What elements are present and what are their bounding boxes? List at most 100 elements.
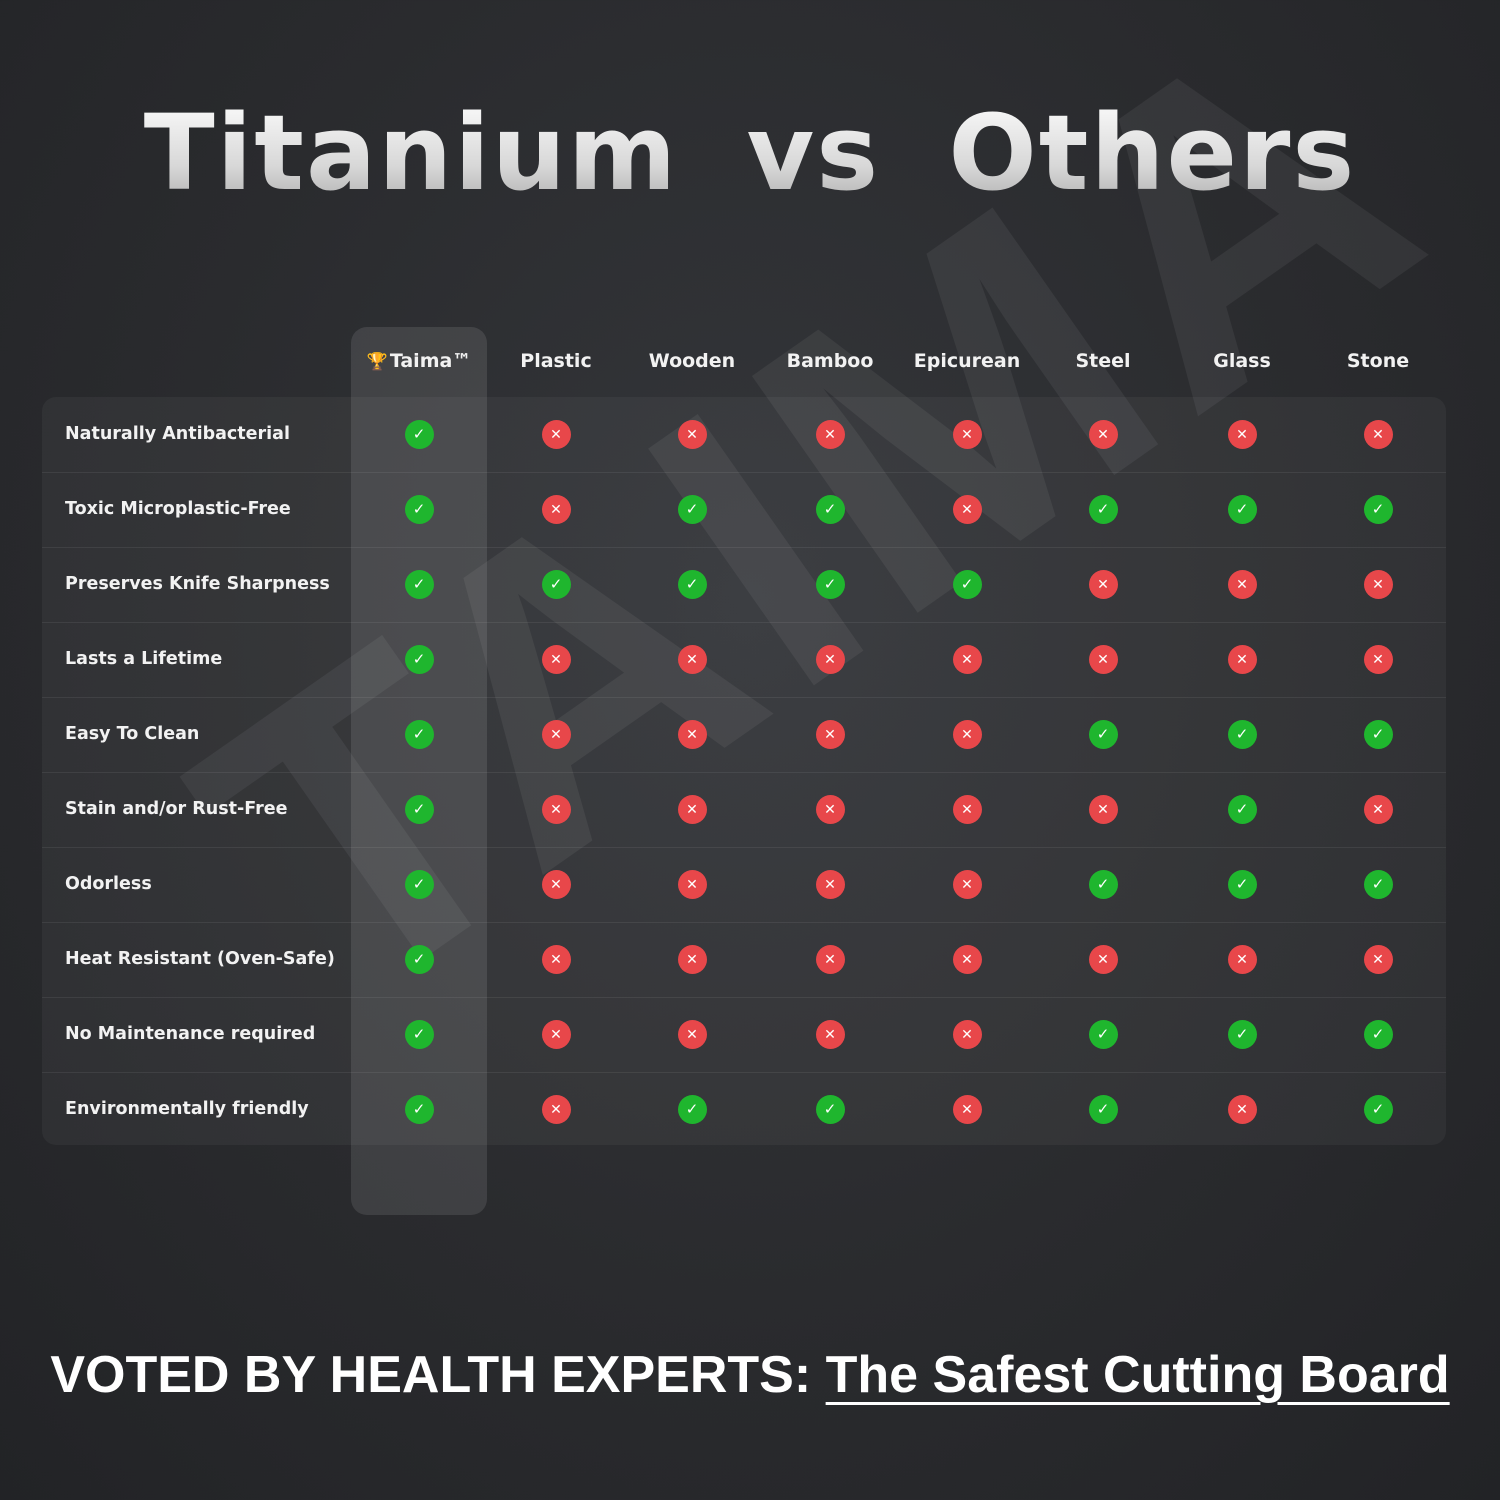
- x-circle-icon: ✕: [815, 645, 845, 674]
- column-header-label: Taima™: [389, 350, 472, 372]
- x-circle-icon: ✕: [815, 795, 845, 824]
- check-circle-icon: ✓: [404, 570, 434, 599]
- column-header-label: Bamboo: [786, 350, 874, 372]
- x-circle-icon: ✕: [1227, 945, 1257, 974]
- column-header: Epicurean: [887, 350, 1047, 372]
- check-circle-icon: ✓: [815, 570, 845, 599]
- column-header-label: Wooden: [648, 350, 736, 372]
- x-circle-icon: ✕: [952, 795, 982, 824]
- x-circle-icon: ✕: [541, 420, 571, 449]
- x-circle-icon: ✕: [952, 1020, 982, 1049]
- table-row: Naturally Antibacterial ✓ ✕ ✕ ✕ ✕ ✕ ✕ ✕: [42, 397, 1446, 472]
- x-circle-icon: ✕: [541, 795, 571, 824]
- check-circle-icon: ✓: [1088, 720, 1118, 749]
- check-circle-icon: ✓: [1227, 1020, 1257, 1049]
- check-circle-icon: ✓: [404, 720, 434, 749]
- row-divider: [42, 772, 1446, 773]
- column-header: Steel: [1023, 350, 1183, 372]
- row-label: Environmentally friendly: [65, 1099, 309, 1119]
- row-divider: [42, 472, 1446, 473]
- row-label: Odorless: [65, 874, 152, 894]
- x-circle-icon: ✕: [952, 420, 982, 449]
- check-circle-icon: ✓: [1227, 870, 1257, 899]
- row-label: Heat Resistant (Oven-Safe): [65, 949, 335, 969]
- table-row: Stain and/or Rust-Free ✓ ✕ ✕ ✕ ✕ ✕ ✓ ✕: [42, 772, 1446, 847]
- check-circle-icon: ✓: [1088, 870, 1118, 899]
- check-circle-icon: ✓: [815, 495, 845, 524]
- column-header-label: Steel: [1075, 350, 1131, 372]
- check-circle-icon: ✓: [1088, 1020, 1118, 1049]
- column-header-label: Plastic: [520, 350, 592, 372]
- check-circle-icon: ✓: [404, 420, 434, 449]
- x-circle-icon: ✕: [815, 420, 845, 449]
- x-circle-icon: ✕: [1088, 795, 1118, 824]
- column-header: 🏆 Taima™: [339, 350, 499, 372]
- x-circle-icon: ✕: [1363, 570, 1393, 599]
- check-circle-icon: ✓: [1088, 1095, 1118, 1124]
- check-circle-icon: ✓: [541, 570, 571, 599]
- check-circle-icon: ✓: [1363, 495, 1393, 524]
- x-circle-icon: ✕: [1088, 945, 1118, 974]
- row-divider: [42, 847, 1446, 848]
- check-circle-icon: ✓: [404, 945, 434, 974]
- check-circle-icon: ✓: [1363, 1020, 1393, 1049]
- check-circle-icon: ✓: [1227, 495, 1257, 524]
- check-circle-icon: ✓: [404, 645, 434, 674]
- check-circle-icon: ✓: [404, 870, 434, 899]
- footer-prefix: VOTED BY HEALTH EXPERTS:: [50, 1346, 826, 1404]
- check-circle-icon: ✓: [1363, 1095, 1393, 1124]
- x-circle-icon: ✕: [541, 645, 571, 674]
- column-header: Bamboo: [750, 350, 910, 372]
- check-circle-icon: ✓: [1088, 495, 1118, 524]
- table-row: Preserves Knife Sharpness ✓ ✓ ✓ ✓ ✓ ✕ ✕ ✕: [42, 547, 1446, 622]
- row-divider: [42, 622, 1446, 623]
- x-circle-icon: ✕: [952, 720, 982, 749]
- check-circle-icon: ✓: [677, 1095, 707, 1124]
- row-label: Naturally Antibacterial: [65, 424, 290, 444]
- column-header-label: Epicurean: [913, 350, 1021, 372]
- highlight-column: [351, 327, 487, 1215]
- column-header: Plastic: [476, 350, 636, 372]
- x-circle-icon: ✕: [677, 945, 707, 974]
- x-circle-icon: ✕: [677, 720, 707, 749]
- row-label: Toxic Microplastic-Free: [65, 499, 291, 519]
- check-circle-icon: ✓: [1227, 795, 1257, 824]
- x-circle-icon: ✕: [1227, 1095, 1257, 1124]
- check-circle-icon: ✓: [677, 570, 707, 599]
- table-row: Odorless ✓ ✕ ✕ ✕ ✕ ✓ ✓ ✓: [42, 847, 1446, 922]
- row-divider: [42, 997, 1446, 998]
- row-divider: [42, 697, 1446, 698]
- trophy-icon: 🏆: [366, 352, 388, 372]
- row-label: Easy To Clean: [65, 724, 200, 744]
- x-circle-icon: ✕: [677, 795, 707, 824]
- check-circle-icon: ✓: [1363, 720, 1393, 749]
- x-circle-icon: ✕: [815, 1020, 845, 1049]
- footer-tagline: VOTED BY HEALTH EXPERTS: The Safest Cutt…: [0, 1345, 1500, 1405]
- row-divider: [42, 547, 1446, 548]
- x-circle-icon: ✕: [1227, 645, 1257, 674]
- footer-highlight: The Safest Cutting Board: [825, 1346, 1450, 1404]
- column-header: Glass: [1162, 350, 1322, 372]
- x-circle-icon: ✕: [952, 945, 982, 974]
- page-title: Titanium vs Others: [0, 92, 1500, 214]
- x-circle-icon: ✕: [541, 870, 571, 899]
- check-circle-icon: ✓: [1363, 870, 1393, 899]
- x-circle-icon: ✕: [815, 720, 845, 749]
- table-row: Lasts a Lifetime ✓ ✕ ✕ ✕ ✕ ✕ ✕ ✕: [42, 622, 1446, 697]
- x-circle-icon: ✕: [952, 645, 982, 674]
- table-row: No Maintenance required ✓ ✕ ✕ ✕ ✕ ✓ ✓ ✓: [42, 997, 1446, 1072]
- column-header-label: Stone: [1346, 350, 1410, 372]
- x-circle-icon: ✕: [1227, 570, 1257, 599]
- table-row: Toxic Microplastic-Free ✓ ✕ ✓ ✓ ✕ ✓ ✓ ✓: [42, 472, 1446, 547]
- row-divider: [42, 922, 1446, 923]
- x-circle-icon: ✕: [541, 945, 571, 974]
- x-circle-icon: ✕: [815, 870, 845, 899]
- x-circle-icon: ✕: [1363, 945, 1393, 974]
- x-circle-icon: ✕: [677, 645, 707, 674]
- x-circle-icon: ✕: [541, 495, 571, 524]
- x-circle-icon: ✕: [1363, 645, 1393, 674]
- x-circle-icon: ✕: [952, 1095, 982, 1124]
- x-circle-icon: ✕: [541, 720, 571, 749]
- table-row: Environmentally friendly ✓ ✕ ✓ ✓ ✕ ✓ ✕ ✓: [42, 1072, 1446, 1147]
- table-row: Heat Resistant (Oven-Safe) ✓ ✕ ✕ ✕ ✕ ✕ ✕ ✕: [42, 922, 1446, 997]
